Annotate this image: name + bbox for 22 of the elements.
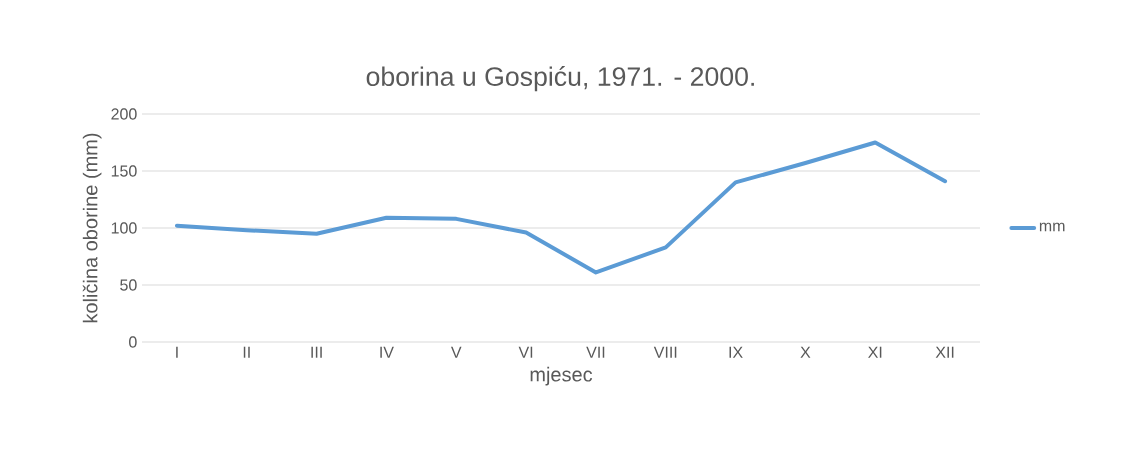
x-tick-label: IV (380, 346, 394, 358)
legend-label: mm (1039, 222, 1065, 232)
x-tick-label: XI (868, 346, 882, 358)
x-tick-label: I (176, 346, 178, 358)
x-tick-label: VIII (653, 346, 677, 358)
x-tick-label: II (243, 346, 250, 358)
y-tick-label: 150 (111, 165, 137, 177)
y-tick-label: 0 (129, 336, 137, 348)
chart-title: oborina u Gospiću, 1971. - 2000. (366, 66, 754, 92)
x-tick-label: VII (586, 346, 605, 358)
x-tick-label: XII (935, 346, 954, 358)
x-tick-label: VI (518, 346, 533, 358)
x-axis-title: mjesec (530, 366, 593, 386)
x-tick-label: III (311, 346, 322, 358)
x-tick-label: IX (729, 346, 743, 358)
y-tick-label: 50 (120, 279, 137, 291)
x-tick-label: X (800, 346, 811, 358)
y-tick-label: 100 (111, 222, 137, 234)
line-series (174, 140, 948, 275)
x-tick-label: V (450, 346, 462, 358)
y-axis-title: količina oborine (mm) (82, 133, 102, 323)
y-tick-label: 200 (111, 108, 137, 120)
